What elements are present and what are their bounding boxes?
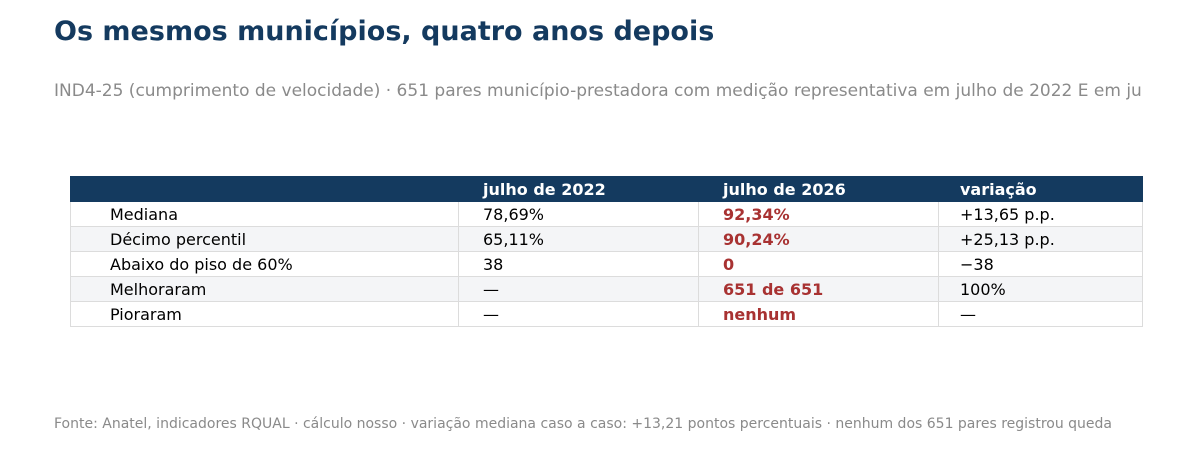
header-cell-variation: variação [938, 176, 1143, 202]
header-cell-label [70, 176, 459, 202]
row-label: Abaixo do piso de 60% [70, 251, 459, 277]
cell-2026: 92,34% [698, 201, 939, 227]
table-row: Mediana 78,69% 92,34% +13,65 p.p. [70, 201, 1143, 227]
comparison-table: julho de 2022 julho de 2026 variação Med… [70, 176, 1143, 327]
cell-variation: — [938, 301, 1143, 327]
source-note: Fonte: Anatel, indicadores RQUAL · cálcu… [54, 416, 1112, 432]
cell-variation: +13,65 p.p. [938, 201, 1143, 227]
cell-2022: — [458, 276, 699, 302]
cell-variation: 100% [938, 276, 1143, 302]
cell-2022: 38 [458, 251, 699, 277]
row-label: Mediana [70, 201, 459, 227]
row-label: Pioraram [70, 301, 459, 327]
cell-2022: — [458, 301, 699, 327]
chart-title: Os mesmos municípios, quatro anos depois [54, 16, 715, 47]
table-row: Décimo percentil 65,11% 90,24% +25,13 p.… [70, 226, 1143, 252]
table-header-row: julho de 2022 julho de 2026 variação [70, 176, 1143, 202]
table-row: Pioraram — nenhum — [70, 301, 1143, 327]
row-label: Melhoraram [70, 276, 459, 302]
cell-2026: nenhum [698, 301, 939, 327]
cell-2026: 651 de 651 [698, 276, 939, 302]
cell-2026: 90,24% [698, 226, 939, 252]
cell-2022: 65,11% [458, 226, 699, 252]
cell-variation: −38 [938, 251, 1143, 277]
chart-subtitle: IND4-25 (cumprimento de velocidade) · 65… [54, 81, 1142, 101]
table-row: Abaixo do piso de 60% 38 0 −38 [70, 251, 1143, 277]
header-cell-2026: julho de 2026 [698, 176, 939, 202]
cell-2022: 78,69% [458, 201, 699, 227]
row-label: Décimo percentil [70, 226, 459, 252]
cell-2026: 0 [698, 251, 939, 277]
table-row: Melhoraram — 651 de 651 100% [70, 276, 1143, 302]
cell-variation: +25,13 p.p. [938, 226, 1143, 252]
header-cell-2022: julho de 2022 [458, 176, 699, 202]
